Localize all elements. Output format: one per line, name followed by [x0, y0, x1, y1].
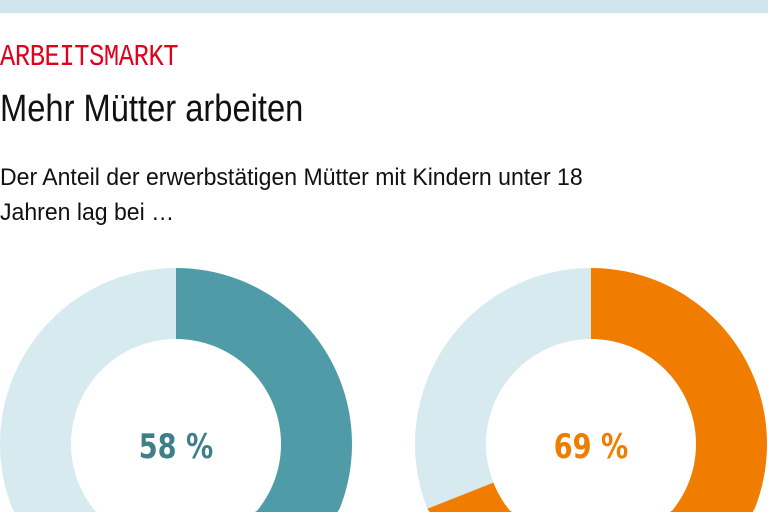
- donut-value-segment: [91, 268, 352, 512]
- subtitle-line-2: Jahren lag bei …: [0, 199, 175, 226]
- donut-remainder-segment: [0, 268, 177, 512]
- donut-chart-1: 58 %: [0, 268, 352, 512]
- subtitle-line-1: Der Anteil der erwerbstätigen Mütter mit…: [0, 164, 583, 191]
- kicker: ARBEITSMARKT: [0, 40, 179, 75]
- subtitle: Der Anteil der erwerbstätigen Mütter mit…: [0, 160, 583, 230]
- donut-value-label: 58 %: [139, 427, 214, 467]
- donut-chart-2: 69 %: [415, 268, 767, 512]
- donut-value-segment: [427, 268, 767, 512]
- page-title: Mehr Mütter arbeiten: [0, 88, 304, 130]
- donut-remainder-segment: [415, 268, 591, 509]
- donut-value-label: 69 %: [554, 427, 629, 467]
- top-accent-bar: [0, 0, 768, 13]
